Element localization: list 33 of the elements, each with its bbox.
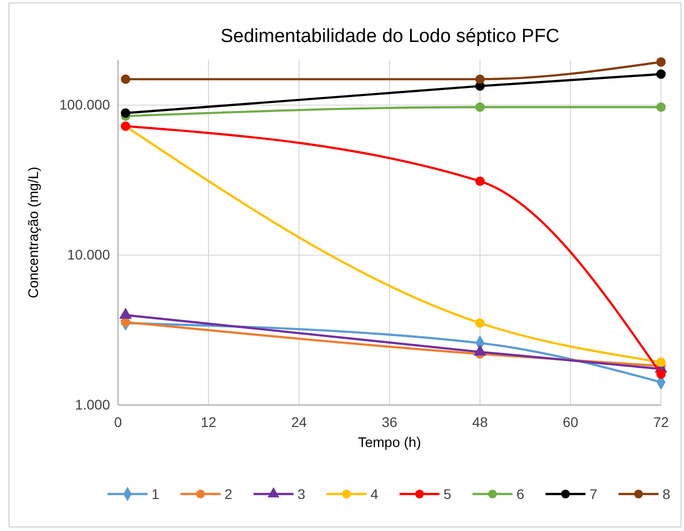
x-tick-label: 12 [200, 414, 216, 430]
legend-label: 6 [516, 486, 524, 502]
point [120, 317, 130, 327]
legend-label: 7 [590, 486, 598, 502]
point [475, 74, 485, 84]
x-tick-label: 0 [114, 414, 122, 430]
x-tick-label: 24 [291, 414, 307, 430]
legend-label: 3 [298, 486, 306, 502]
point [656, 57, 666, 67]
legend-label: 2 [224, 486, 232, 502]
point [475, 176, 485, 186]
point [656, 69, 666, 79]
x-axis-title: Tempo (h) [358, 434, 422, 450]
x-tick-label: 48 [472, 414, 488, 430]
y-tick-label: 10.000 [67, 246, 110, 263]
legend-label: 4 [370, 486, 378, 502]
point [120, 108, 130, 118]
y-tick-label: 1.000 [74, 396, 110, 412]
point [475, 318, 485, 328]
x-tick-label: 72 [653, 414, 669, 430]
point [656, 102, 666, 112]
x-tick-label: 60 [562, 414, 578, 430]
legend-label: 8 [662, 486, 670, 502]
point [656, 357, 666, 367]
point [656, 369, 666, 379]
point [475, 102, 485, 112]
legend-label: 5 [444, 486, 452, 502]
x-tick-label: 36 [382, 414, 398, 430]
y-tick-label: 100.000 [59, 96, 110, 113]
chart-title: Sedimentabilidade do Lodo séptico PFC [220, 26, 560, 47]
point [120, 74, 130, 84]
legend-label: 1 [152, 486, 160, 502]
y-axis-title: Concentração (mg/L) [25, 166, 41, 298]
